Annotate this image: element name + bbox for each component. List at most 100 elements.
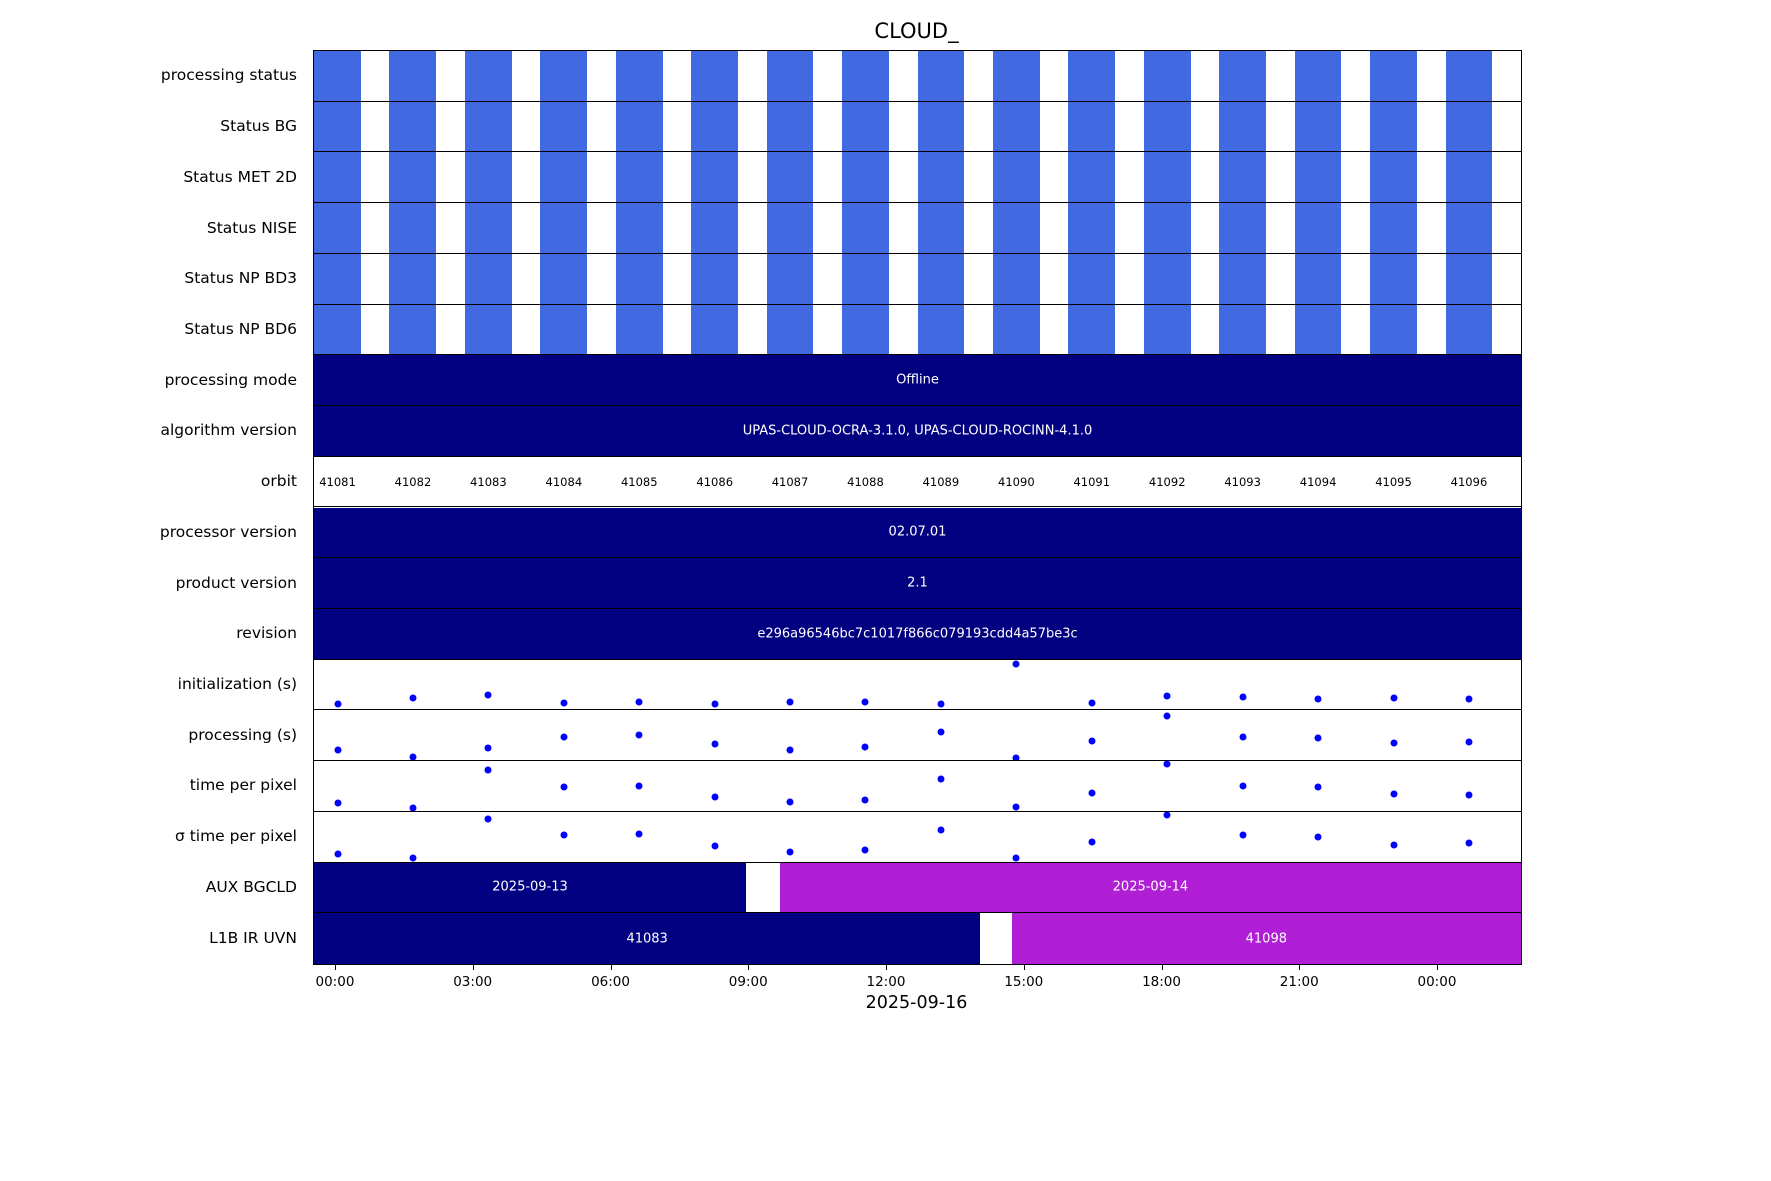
status-stripe (1219, 152, 1267, 203)
status-stripe (766, 203, 814, 253)
status-stripe (766, 304, 814, 355)
row-label-processing-mode: processing mode (164, 370, 297, 389)
status-stripe (615, 51, 663, 101)
data-point (861, 846, 869, 854)
row-label-aux-bgcld: AUX BGCLD (205, 877, 297, 896)
status-stripe (917, 304, 965, 355)
x-tick-mark (1161, 964, 1163, 970)
status-stripe (992, 203, 1040, 253)
status-stripe (389, 304, 437, 355)
status-stripe (1370, 304, 1417, 355)
row-label-processor-version: processor version (159, 522, 297, 541)
x-tick-label: 09:00 (728, 974, 768, 990)
row-label-status-nise: Status NISE (206, 218, 297, 237)
row-time-per-pixel (314, 761, 1521, 812)
status-stripe (1294, 203, 1342, 253)
data-point (786, 848, 794, 856)
row-label-revision: revision (236, 624, 297, 643)
status-stripe (615, 152, 663, 203)
x-tick-mark (334, 964, 336, 970)
data-point (1314, 833, 1322, 841)
status-stripe (540, 51, 588, 101)
status-stripe (766, 101, 814, 152)
data-point (1012, 854, 1020, 862)
status-stripe (992, 304, 1040, 355)
data-point (861, 743, 869, 751)
status-stripe (1294, 304, 1342, 355)
status-stripe (389, 51, 437, 101)
row-label-status-met-2d: Status MET 2D (183, 167, 297, 186)
status-stripe (1445, 152, 1493, 203)
status-stripe (842, 203, 889, 253)
data-point (1088, 838, 1096, 846)
status-stripe (1068, 101, 1116, 152)
data-point (409, 694, 417, 702)
status-stripe (1068, 304, 1116, 355)
data-point (1239, 733, 1247, 741)
status-stripe (540, 304, 588, 355)
data-point (484, 815, 492, 823)
data-point (409, 804, 417, 811)
row-label-processing-s: processing (s) (188, 725, 297, 744)
row-label-l1b-ir-uvn: L1B IR UVN (209, 928, 297, 947)
orbit-number: 41086 (696, 474, 734, 489)
row-orbit: 41081 41082 41083 41084 41085 41086 41087 41088… (314, 456, 1521, 508)
row-label-status-np-bd6: Status NP BD6 (184, 319, 297, 338)
status-stripe (1370, 101, 1417, 152)
data-point (711, 700, 719, 708)
status-stripe (917, 253, 965, 304)
data-point (1465, 791, 1473, 799)
status-stripe (1219, 203, 1267, 253)
orbit-number: 41091 (1073, 474, 1111, 489)
row-status-np-bd6 (314, 304, 1521, 356)
row-status-nise (314, 203, 1521, 254)
status-stripe (314, 203, 361, 253)
status-stripe (766, 51, 814, 101)
data-point (484, 766, 492, 774)
status-stripe (842, 101, 889, 152)
status-stripe (992, 101, 1040, 152)
status-stripe (540, 203, 588, 253)
row-aux-bgcld: 2025-09-13 2025-09-14 (314, 862, 1521, 914)
status-stripe (1294, 253, 1342, 304)
data-point (1465, 695, 1473, 703)
status-stripe (917, 101, 965, 152)
status-stripe (1219, 253, 1267, 304)
status-stripe (992, 51, 1040, 101)
data-point (1163, 692, 1171, 700)
status-stripe (1219, 304, 1267, 355)
row-processing-s (314, 710, 1521, 762)
status-stripe (842, 253, 889, 304)
status-stripe (1370, 51, 1417, 101)
status-stripe (314, 253, 361, 304)
row-status-met-2d (314, 152, 1521, 204)
data-point (937, 728, 945, 736)
data-point (1390, 739, 1398, 747)
l1b-ir-uvn-segment: 41098 (1011, 913, 1521, 964)
status-stripe (1143, 101, 1191, 152)
x-tick-label: 03:00 (453, 974, 493, 990)
data-point (1012, 660, 1020, 668)
status-stripe (1370, 203, 1417, 253)
x-tick-mark (1299, 964, 1301, 970)
status-stripe (1219, 51, 1267, 101)
row-label-orbit: orbit (260, 472, 297, 491)
status-stripe (691, 253, 738, 304)
data-point (560, 733, 568, 741)
data-point (409, 854, 417, 862)
status-stripe (1370, 152, 1417, 203)
status-stripe (917, 203, 965, 253)
row-processor-version: 02.07.01 (314, 507, 1521, 559)
status-stripe (691, 304, 738, 355)
data-point (786, 746, 794, 754)
orbit-number: 41085 (620, 474, 658, 489)
data-point (334, 850, 342, 858)
status-stripe (992, 152, 1040, 203)
data-point (861, 796, 869, 804)
orbit-number: 41089 (922, 474, 960, 489)
x-tick-mark (472, 964, 474, 970)
x-tick-label: 00:00 (315, 974, 355, 990)
status-stripe (314, 152, 361, 203)
x-tick-mark (610, 964, 612, 970)
status-stripe (917, 152, 965, 203)
